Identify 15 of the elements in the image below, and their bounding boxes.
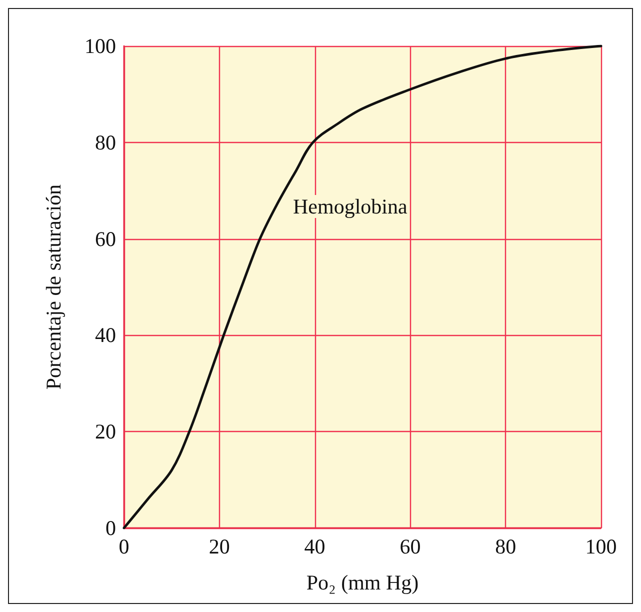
x-tick-label: 80	[495, 534, 516, 558]
line-series	[122, 44, 602, 530]
y-axis-title: Porcentaje de saturación	[42, 184, 66, 390]
x-tick-label: 40	[304, 534, 326, 558]
y-tick-label: 20	[95, 420, 116, 444]
x-tick-label: 20	[208, 534, 230, 558]
y-tick-label: 80	[95, 130, 116, 154]
annotation: Hemoglobina	[293, 194, 408, 218]
y-tick-label: 100	[84, 34, 116, 58]
x-axis-title: Po₂ (mm Hg)	[306, 570, 419, 594]
y-tick-label: 40	[95, 323, 116, 348]
y-tick-label: 0	[106, 516, 116, 540]
y-tick-label: 60	[95, 226, 116, 251]
x-tick-label: 60	[400, 534, 421, 558]
x-tick-label: 100	[585, 534, 617, 558]
